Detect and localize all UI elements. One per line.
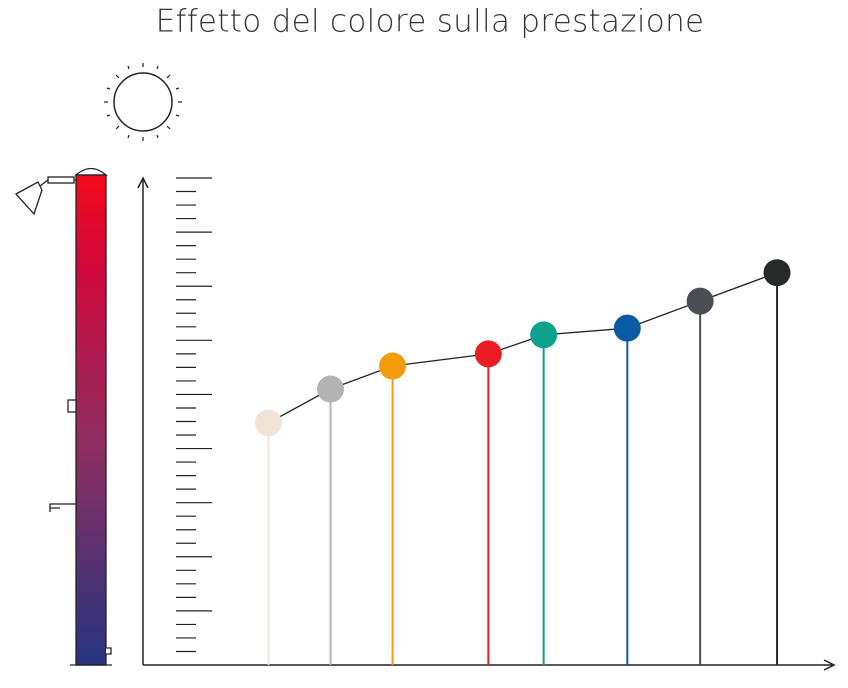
dot xyxy=(530,321,558,349)
dot xyxy=(474,340,502,368)
dot xyxy=(317,375,345,403)
dot xyxy=(379,352,407,380)
shower-column xyxy=(14,167,112,666)
chart-title: Effetto del colore sulla prestazione xyxy=(156,4,705,40)
dot xyxy=(686,287,714,315)
dot xyxy=(254,409,282,437)
dot xyxy=(763,259,791,287)
axes xyxy=(137,176,836,671)
dot xyxy=(613,314,641,342)
sun-icon xyxy=(104,63,182,141)
